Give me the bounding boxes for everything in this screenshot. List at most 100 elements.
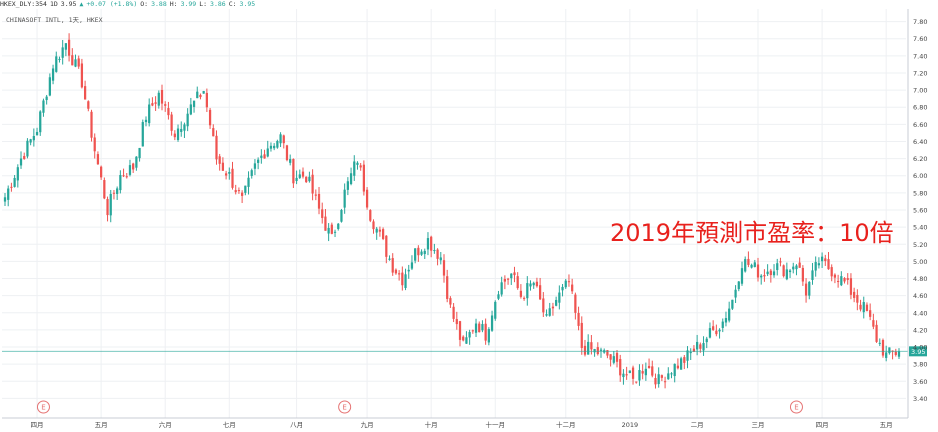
candle-body: [503, 278, 506, 282]
y-tick-label: 7.80: [913, 18, 927, 26]
candle-body: [119, 175, 122, 191]
candle-body: [580, 322, 583, 348]
candle-body: [878, 342, 881, 344]
candle-body: [221, 162, 225, 171]
candle-body: [859, 304, 862, 310]
candle-body: [276, 140, 279, 148]
pe-annotation: 2019年預測市盈率：10倍: [610, 219, 894, 247]
candle-body: [414, 248, 417, 261]
candle-body: [728, 308, 731, 321]
candle-body: [148, 104, 151, 124]
candle-body: [718, 329, 721, 332]
candle-body: [305, 176, 308, 183]
candle-body: [301, 171, 305, 177]
candle-body: [189, 104, 192, 115]
close-value: 3.95: [239, 0, 256, 8]
candle-body: [497, 294, 500, 299]
up-arrow-icon: ▲: [79, 0, 84, 8]
x-tick-label: 十一月: [486, 420, 506, 429]
candle-body: [529, 283, 532, 287]
candle-body: [26, 140, 29, 157]
candle-body: [817, 263, 821, 266]
candle-body: [644, 368, 647, 376]
candle-body: [888, 347, 891, 354]
earnings-marker-label: E: [794, 404, 798, 412]
candle-body: [32, 136, 35, 141]
candle-body: [542, 298, 545, 313]
y-tick-label: 6.20: [913, 155, 927, 163]
candle-body: [292, 158, 295, 184]
y-tick-label: 6.80: [913, 104, 927, 112]
candle-body: [833, 274, 837, 278]
price-change: +0.07 (+1.8%): [86, 0, 138, 8]
candle-body: [250, 170, 253, 176]
candle-body: [647, 365, 651, 369]
candle-body: [596, 347, 599, 355]
candle-body: [228, 171, 231, 174]
x-tick-label: 五月: [880, 421, 893, 429]
earnings-marker: E: [789, 400, 803, 414]
time-axis: 四月 五月 六月 七月 八月 九月 十月 十一月 十二月 2019 二月 三月 四月 五月: [2, 417, 908, 429]
candle-body: [446, 276, 449, 299]
candle-body: [638, 370, 641, 381]
candle-body: [410, 262, 414, 269]
candle-body: [61, 47, 64, 58]
candle-body: [724, 318, 728, 323]
candle-body: [257, 159, 260, 163]
candle-body: [401, 272, 404, 286]
candle-body: [183, 124, 186, 131]
candle-body: [439, 257, 442, 261]
candle-body: [23, 156, 26, 160]
candle-body: [763, 275, 766, 277]
candle-body: [667, 373, 670, 380]
candle-body: [622, 373, 625, 378]
candle-body: [298, 174, 301, 178]
candle-body: [80, 63, 84, 88]
candle-body: [125, 176, 128, 178]
candle-body: [308, 176, 311, 182]
candle-body: [696, 341, 699, 350]
candle-body: [660, 375, 664, 378]
y-tick-label: 3.40: [913, 395, 927, 403]
candle-body: [811, 270, 814, 281]
candle-body: [359, 165, 362, 168]
candle-body: [7, 188, 10, 200]
candle-body: [538, 285, 542, 300]
candle-body: [116, 188, 119, 194]
candle-body: [426, 238, 430, 250]
candle-body: [231, 168, 234, 188]
candle-body: [423, 250, 426, 255]
price-axis: 3.40 3.60 3.80 4.00 4.20 4.40 4.60 4.80 5.00 5.20…: [907, 9, 927, 418]
candle-body: [365, 189, 369, 208]
candle-body: [830, 267, 833, 277]
candle-body: [144, 119, 148, 123]
x-tick-label: 三月: [752, 421, 765, 429]
candle-body: [881, 340, 885, 356]
candle-body: [151, 103, 154, 106]
candle-body: [894, 351, 897, 355]
y-tick-label: 7.40: [913, 52, 927, 60]
candle-body: [154, 102, 157, 104]
y-tick-label: 4.80: [913, 275, 927, 283]
candle-body: [731, 299, 734, 309]
candle-body: [333, 231, 337, 233]
interval-label: 1D: [49, 0, 58, 8]
x-tick-label: 二月: [691, 421, 704, 429]
low-value: 3.86: [210, 0, 226, 8]
candle-body: [686, 350, 689, 361]
candle-body: [804, 283, 808, 296]
candle-body: [801, 267, 804, 282]
candle-body: [109, 193, 112, 216]
candle-body: [548, 308, 551, 316]
candle-body: [651, 366, 654, 376]
candle-body: [587, 341, 590, 355]
candle-body: [3, 197, 7, 202]
candle-body: [785, 269, 788, 280]
candle-body: [468, 332, 471, 338]
candle-body: [484, 323, 487, 341]
candle-body: [394, 269, 398, 274]
candle-body: [112, 192, 116, 194]
low-label: L:: [199, 0, 208, 8]
candle-body: [369, 210, 372, 221]
